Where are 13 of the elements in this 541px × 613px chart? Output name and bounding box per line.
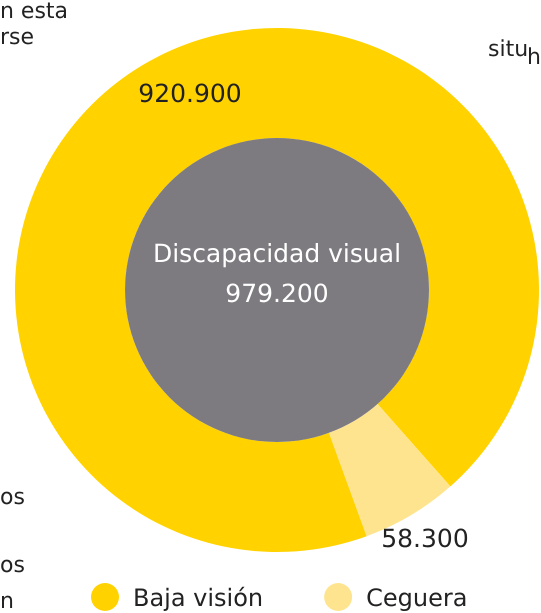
text: n esta xyxy=(0,0,68,24)
data-label: 58.300 xyxy=(381,524,469,553)
text: 979.200 xyxy=(225,279,329,308)
text: os xyxy=(0,553,25,578)
data-label: 920.900 xyxy=(138,79,242,108)
text: os xyxy=(0,485,25,510)
text: rse xyxy=(0,25,34,50)
text: n xyxy=(0,589,14,613)
text: h xyxy=(527,45,541,70)
legend-label: Baja visión xyxy=(133,584,264,612)
text: Discapacidad visual xyxy=(152,239,402,268)
text: situ xyxy=(488,37,528,62)
legend-label: Ceguera xyxy=(366,584,468,612)
